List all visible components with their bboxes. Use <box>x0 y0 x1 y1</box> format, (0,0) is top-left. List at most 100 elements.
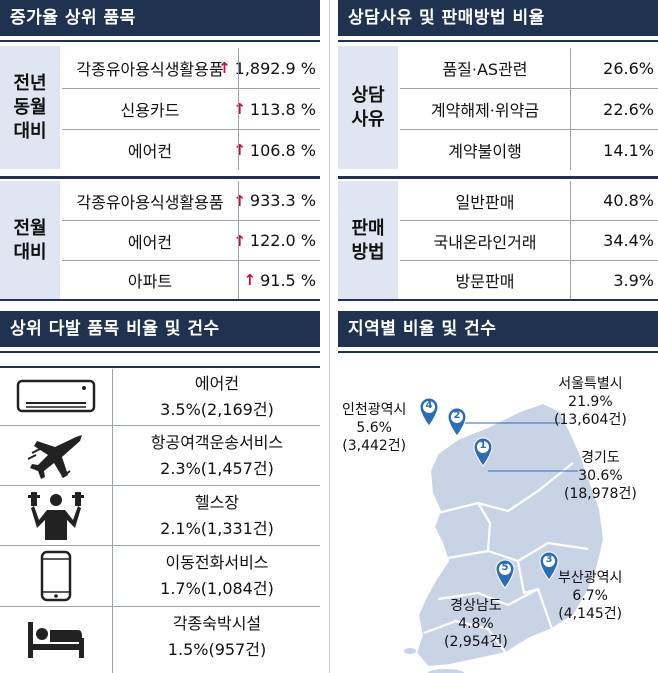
regions-panel-title: 지역별 비율 및 건수 <box>338 311 658 347</box>
top-item-stat: 2.3%(1,457건) <box>160 459 274 478</box>
region-label-gyeonggi: 경기도 30.6% (18,978건) <box>564 449 637 503</box>
divider <box>400 260 658 261</box>
up-arrow-icon: ↑ <box>233 191 246 210</box>
item-value: ↑ 933.3 % <box>233 181 320 220</box>
map-marker-5[interactable]: 5 <box>494 559 516 589</box>
map-marker-number: 4 <box>425 400 433 411</box>
divider <box>62 88 320 89</box>
item-name: 각종유아용식생활용품 <box>76 60 224 79</box>
top-item-stat: 1.5%(957건) <box>167 640 267 659</box>
divider <box>62 129 320 130</box>
method-value: 40.8% <box>603 191 654 210</box>
group-label-line: 대비 <box>13 241 47 263</box>
group-label-reason: 상담 사유 <box>338 46 398 169</box>
map-marker-2[interactable]: 2 <box>446 407 468 437</box>
region-pct: 6.7% <box>572 588 608 604</box>
divider <box>62 260 320 261</box>
air-conditioner-icon <box>0 369 112 425</box>
bed-icon <box>0 607 112 671</box>
item-value-text: 1,892.9 % <box>234 58 316 78</box>
divider <box>0 606 320 607</box>
divider <box>338 299 658 301</box>
region-pct: 21.9% <box>568 394 613 410</box>
group-label-line: 전년 <box>13 72 47 94</box>
map-marker-number: 5 <box>501 562 509 573</box>
region-count: (13,604건) <box>554 412 627 428</box>
map-marker-number: 3 <box>545 554 553 565</box>
reasons-panel: 상담사유 및 판매방법 비율 상담 사유 품질·AS관련 26.6% 계약해제·… <box>338 0 658 301</box>
group-label-line: 동월 <box>13 96 47 118</box>
divider <box>0 425 320 426</box>
group-label-line: 판매 <box>351 217 385 239</box>
reason-name: 계약해제·위약금 <box>430 101 540 120</box>
region-label-gyeongnam: 경상남도 4.8% (2,954건) <box>444 597 508 651</box>
item-value: ↑ 91.5 % <box>238 261 320 299</box>
map-marker-4[interactable]: 4 <box>418 397 440 427</box>
map-marker-1[interactable]: 1 <box>472 437 494 467</box>
method-name: 국내온라인거래 <box>433 232 537 252</box>
top-items-panel-title: 상위 다발 품목 비율 및 건수 <box>0 311 320 347</box>
top-item-name: 에어컨 <box>194 374 240 393</box>
divider <box>0 40 320 42</box>
region-name: 서울특별시 <box>558 376 623 392</box>
top-item-name: 헬스장 <box>194 493 240 512</box>
divider <box>570 181 571 299</box>
item-value-text: 933.3 % <box>249 191 316 210</box>
group-label-yoy: 전년 동월 대비 <box>0 46 60 169</box>
region-label-busan: 부산광역시 6.7% (4,145건) <box>558 569 622 623</box>
top-item-name: 이동전화서비스 <box>165 553 269 572</box>
divider <box>338 351 658 353</box>
item-name: 에어컨 <box>127 232 173 252</box>
top-item-name: 항공여객운송서비스 <box>150 433 284 452</box>
up-arrow-icon: ↑ <box>233 231 246 250</box>
item-name: 각종유아용식생활용품 <box>76 192 224 212</box>
divider <box>62 220 320 221</box>
item-value-text: 106.8 % <box>249 140 316 160</box>
reason-name: 품질·AS관련 <box>442 60 528 79</box>
divider <box>400 88 658 89</box>
reasons-panel-title: 상담사유 및 판매방법 비율 <box>338 0 658 36</box>
region-name: 인천광역시 <box>342 402 407 418</box>
map-marker-3[interactable]: 3 <box>538 551 560 581</box>
group-label-method: 판매 방법 <box>338 181 398 300</box>
region-count: (18,978건) <box>564 486 637 502</box>
region-name: 부산광역시 <box>558 570 623 586</box>
top-item-stat: 1.7%(1,084건) <box>160 579 274 598</box>
item-value: ↑ 122.0 % <box>233 221 320 260</box>
region-count: (4,145건) <box>558 606 623 622</box>
top-items-panel: 상위 다발 품목 비율 및 건수 에어컨 3.5%(2,169건) 항공여객운송… <box>0 311 320 673</box>
divider <box>112 369 113 673</box>
item-value-text: 122.0 % <box>249 231 316 250</box>
top-item-stat: 3.5%(2,169건) <box>160 400 274 419</box>
method-name: 일반판매 <box>455 192 515 212</box>
method-name: 방문판매 <box>455 272 515 291</box>
item-value: ↑ 106.8 % <box>233 130 320 170</box>
divider <box>400 220 658 221</box>
region-pct: 30.6% <box>578 468 623 484</box>
reason-name: 계약불이행 <box>448 142 522 161</box>
divider <box>338 40 658 42</box>
up-arrow-icon: ↑ <box>233 100 246 118</box>
region-label-incheon: 인천광역시 5.6% (3,442건) <box>342 401 406 455</box>
region-count: (3,442건) <box>342 438 407 454</box>
divider <box>0 176 320 179</box>
map-marker-number: 2 <box>453 410 461 421</box>
divider <box>570 48 571 170</box>
group-label-line: 대비 <box>13 120 47 142</box>
item-name: 신용카드 <box>120 101 180 120</box>
group-label-line: 전월 <box>13 217 47 239</box>
region-pct: 4.8% <box>458 616 494 632</box>
top-item: 항공여객운송서비스 2.3%(1,457건) <box>114 426 320 485</box>
reason-value: 22.6% <box>603 99 654 119</box>
region-label-seoul: 서울특별시 21.9% (13,604건) <box>554 375 627 429</box>
gym-icon <box>0 486 112 545</box>
regions-panel: 지역별 비율 및 건수 4 2 1 3 5 서울특 <box>338 311 658 673</box>
divider <box>0 299 320 301</box>
divider <box>0 351 320 353</box>
airplane-icon <box>0 426 112 485</box>
divider <box>338 176 658 179</box>
region-count: (2,954건) <box>444 634 508 650</box>
top-item-name: 각종숙박시설 <box>172 614 262 633</box>
divider <box>0 545 320 546</box>
group-label-line: 상담 <box>351 84 385 106</box>
